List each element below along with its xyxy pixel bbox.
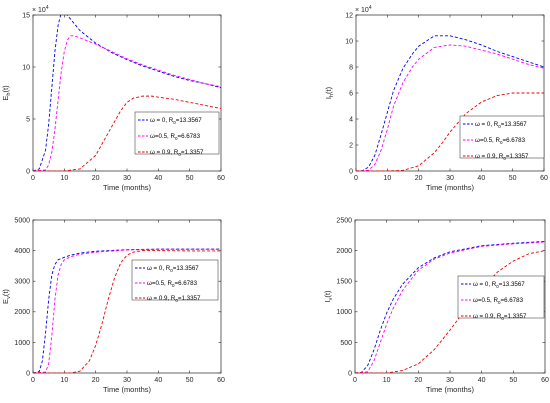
legend-entry-label: ω=0.5, R0=6.6783	[147, 280, 198, 288]
x-tick-label: 30	[123, 175, 131, 182]
y-tick-label: 0	[26, 370, 30, 377]
x-tick-label: 40	[478, 377, 486, 384]
x-tick-label: 50	[509, 377, 517, 384]
x-tick-label: 20	[92, 175, 100, 182]
y-tick-label: 2500	[336, 217, 352, 224]
series-line-2	[355, 241, 545, 373]
legend: ω = 0, R0=13.3567 ω=0.5, R0=6.6783 ω = 0.9…	[457, 275, 545, 321]
legend: ω = 0, R0=13.3567 ω=0.5, R0=6.6783 ω = 0.9…	[459, 115, 545, 161]
y-tick-label: 8	[349, 64, 353, 71]
series-line-1	[355, 240, 545, 373]
x-tick-label: 60	[541, 377, 549, 384]
x-tick-label: 0	[31, 377, 35, 384]
y-tick-label: 4000	[14, 248, 30, 255]
x-tick-label: 50	[186, 377, 194, 384]
legend-entry-label: ω = 0.9, R0=1.3357	[150, 149, 204, 157]
y-tick-label: 5	[26, 116, 30, 123]
legend-entry-label: ω=0.5, R0=6.6783	[473, 297, 524, 305]
y-tick-label: 500	[340, 340, 352, 347]
legend-box	[459, 115, 545, 159]
series-line-3	[33, 250, 221, 373]
series-line-3	[355, 250, 545, 373]
y-tick-label: 12	[345, 12, 353, 19]
series-line-3	[356, 92, 544, 171]
legend-entry-label: ω = 0, R0=13.3567	[147, 265, 199, 273]
series-line-2	[33, 35, 221, 171]
chart-panel-1: 0 10 20 30 40 50 60 0 5 10 15× 104 Time (months) Eh(…	[1, 5, 225, 192]
chart-panel-3: 0 10 20 30 40 50 60 0 1000 2000 3000 4000 5000 Time (…	[1, 217, 225, 394]
y-tick-label: 5000	[14, 217, 30, 224]
legend-entry-label: ω = 0.9, R0=1.3357	[147, 295, 201, 303]
legend-entry-label: ω = 0, R0=13.3567	[475, 121, 527, 129]
legend-entry-label: ω=0.5, R0=6.6783	[150, 133, 201, 141]
y-tick-label: 2	[349, 142, 353, 149]
series-line-3	[33, 95, 221, 171]
y-axis-label: Eh(t)	[1, 85, 12, 101]
y-tick-label: 1000	[14, 340, 30, 347]
legend-box	[134, 111, 220, 155]
x-axis-label: Time (months)	[426, 183, 475, 192]
legend-entry-label: ω = 0, R0=13.3567	[150, 117, 202, 125]
axis-exponent-label: × 104	[355, 5, 372, 14]
axis-exponent-label: × 104	[32, 5, 49, 14]
x-axis-label: Time (months)	[426, 385, 475, 394]
y-tick-label: 3000	[14, 279, 30, 286]
y-tick-label: 0	[348, 370, 352, 377]
x-tick-label: 60	[217, 175, 225, 182]
legend-entry-label: ω = 0, R0=13.3567	[473, 281, 525, 289]
y-tick-label: 1000	[336, 309, 352, 316]
y-tick-label: 10	[345, 38, 353, 45]
x-tick-label: 10	[60, 377, 68, 384]
y-tick-label: 0	[349, 168, 353, 175]
x-axis-label: Time (months)	[103, 183, 152, 192]
y-tick-label: 0	[26, 168, 30, 175]
x-tick-label: 60	[217, 377, 225, 384]
chart-panel-2: 0 10 20 30 40 50 60 0 2 4 6 8 10 12× 104 Time (months)…	[324, 5, 548, 192]
x-tick-label: 20	[414, 377, 422, 384]
legend: ω = 0, R0=13.3567 ω=0.5, R0=6.6783 ω = 0.9…	[134, 111, 220, 157]
x-tick-label: 40	[154, 175, 162, 182]
y-axis-label: Ev(t)	[1, 289, 12, 304]
x-tick-label: 60	[540, 175, 548, 182]
x-tick-label: 40	[477, 175, 485, 182]
x-tick-label: 50	[509, 175, 517, 182]
y-tick-label: 2000	[14, 309, 30, 316]
chart-panel-4: 0 10 20 30 40 50 60 0 500 1000 1500 2000 2500 Time (m…	[323, 217, 549, 394]
x-tick-label: 20	[92, 377, 100, 384]
legend-entry-label: ω=0.5, R0=6.6783	[475, 137, 526, 145]
series-line-1	[33, 15, 221, 171]
y-axis-label: Ih(t)	[324, 86, 335, 99]
x-tick-label: 30	[446, 175, 454, 182]
x-tick-label: 30	[446, 377, 454, 384]
legend: ω = 0, R0=13.3567 ω=0.5, R0=6.6783 ω = 0.9…	[131, 259, 219, 303]
y-tick-label: 4	[349, 116, 353, 123]
legend-box	[457, 275, 545, 319]
y-tick-label: 6	[349, 90, 353, 97]
x-axis-label: Time (months)	[103, 385, 152, 394]
series-line-2	[33, 248, 221, 373]
legend-entry-label: ω = 0.9, R0=1.3357	[475, 153, 529, 161]
x-tick-label: 0	[353, 377, 357, 384]
y-tick-label: 15	[22, 12, 30, 19]
x-tick-label: 10	[60, 175, 68, 182]
x-tick-label: 40	[154, 377, 162, 384]
legend-box	[131, 259, 219, 301]
x-tick-label: 0	[354, 175, 358, 182]
x-tick-label: 20	[415, 175, 423, 182]
x-tick-label: 0	[31, 175, 35, 182]
y-axis-label: Iv(t)	[323, 290, 334, 302]
y-tick-label: 2000	[336, 248, 352, 255]
series-line-1	[356, 35, 544, 171]
series-line-2	[356, 44, 544, 171]
legend-entry-label: ω = 0.9, R0=1.3357	[473, 313, 527, 321]
x-tick-label: 10	[383, 175, 391, 182]
x-tick-label: 30	[123, 377, 131, 384]
x-tick-label: 10	[383, 377, 391, 384]
x-tick-label: 50	[186, 175, 194, 182]
y-tick-label: 1500	[336, 279, 352, 286]
y-tick-label: 10	[22, 64, 30, 71]
